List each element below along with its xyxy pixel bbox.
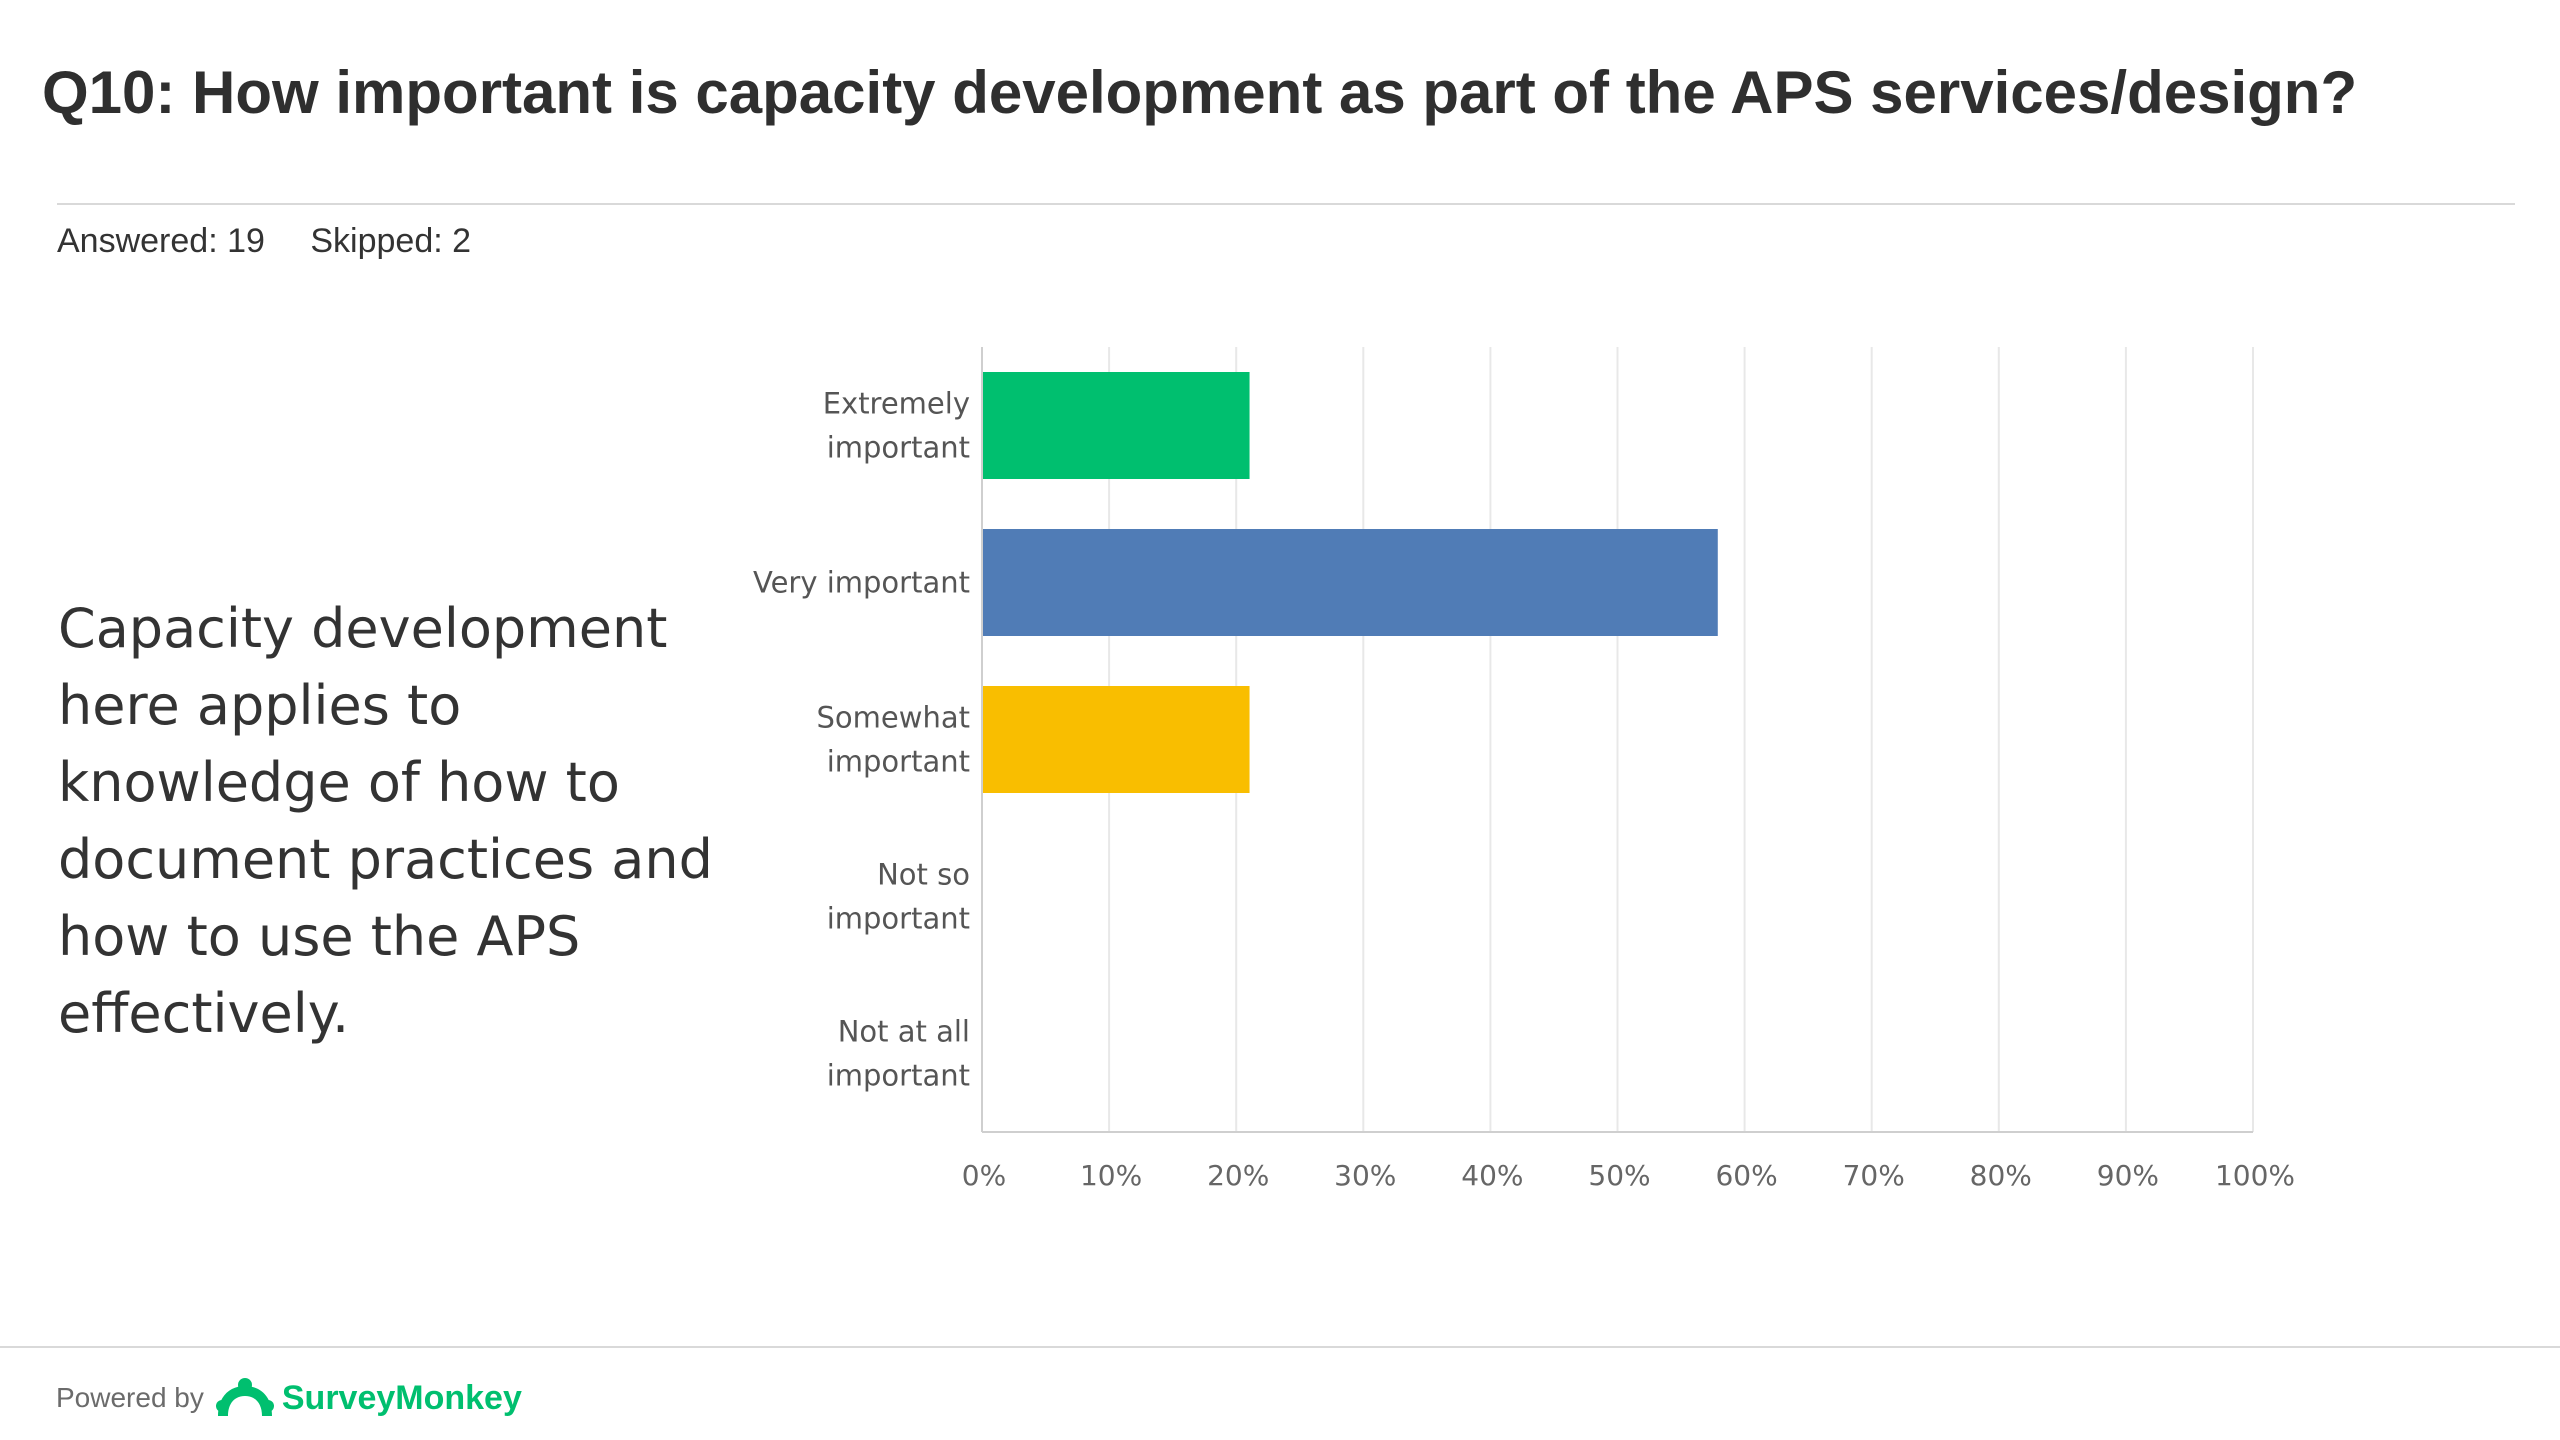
x-tick-label: 20% xyxy=(1207,1159,1269,1192)
bar-chart: Extremely important Very important Somewhat… xyxy=(753,347,2295,1192)
x-tick-label: 50% xyxy=(1588,1159,1650,1192)
x-tick-label: 40% xyxy=(1461,1159,1523,1192)
footer: Powered by SurveyMonkey xyxy=(56,1368,522,1428)
category-label: Not at all important xyxy=(827,1015,970,1093)
chart-note: Capacity development here applies to kno… xyxy=(58,597,713,1045)
header-divider xyxy=(57,203,2515,205)
category-label: Very important xyxy=(753,566,970,600)
x-tick-label: 10% xyxy=(1080,1159,1142,1192)
x-tick-label: 0% xyxy=(962,1159,1006,1192)
bar[interactable] xyxy=(982,372,1250,479)
powered-by-label: Powered by xyxy=(56,1382,204,1413)
x-tick-label: 70% xyxy=(1843,1159,1905,1192)
response-stats: Answered: 19 Skipped: 2 xyxy=(57,222,507,261)
category-label: Somewhat important xyxy=(817,701,970,779)
x-tick-label: 90% xyxy=(2097,1159,2159,1192)
x-tick-label: 100% xyxy=(2215,1159,2295,1192)
x-tick-label: 30% xyxy=(1334,1159,1396,1192)
x-tick-label: 60% xyxy=(1715,1159,1777,1192)
bar[interactable] xyxy=(982,529,1718,636)
page-title: Q10: How important is capacity developme… xyxy=(42,59,2358,126)
surveymonkey-brand[interactable]: SurveyMonkey xyxy=(281,1378,522,1417)
x-tick-label: 80% xyxy=(1970,1159,2032,1192)
footer-divider xyxy=(0,1346,2560,1348)
surveymonkey-logo-icon[interactable] xyxy=(214,1376,276,1420)
category-label: Not so important xyxy=(827,858,970,936)
bar[interactable] xyxy=(982,686,1250,793)
category-label: Extremely important xyxy=(823,387,970,465)
answered-count: Answered: 19 xyxy=(57,222,265,260)
skipped-count: Skipped: 2 xyxy=(310,222,472,260)
